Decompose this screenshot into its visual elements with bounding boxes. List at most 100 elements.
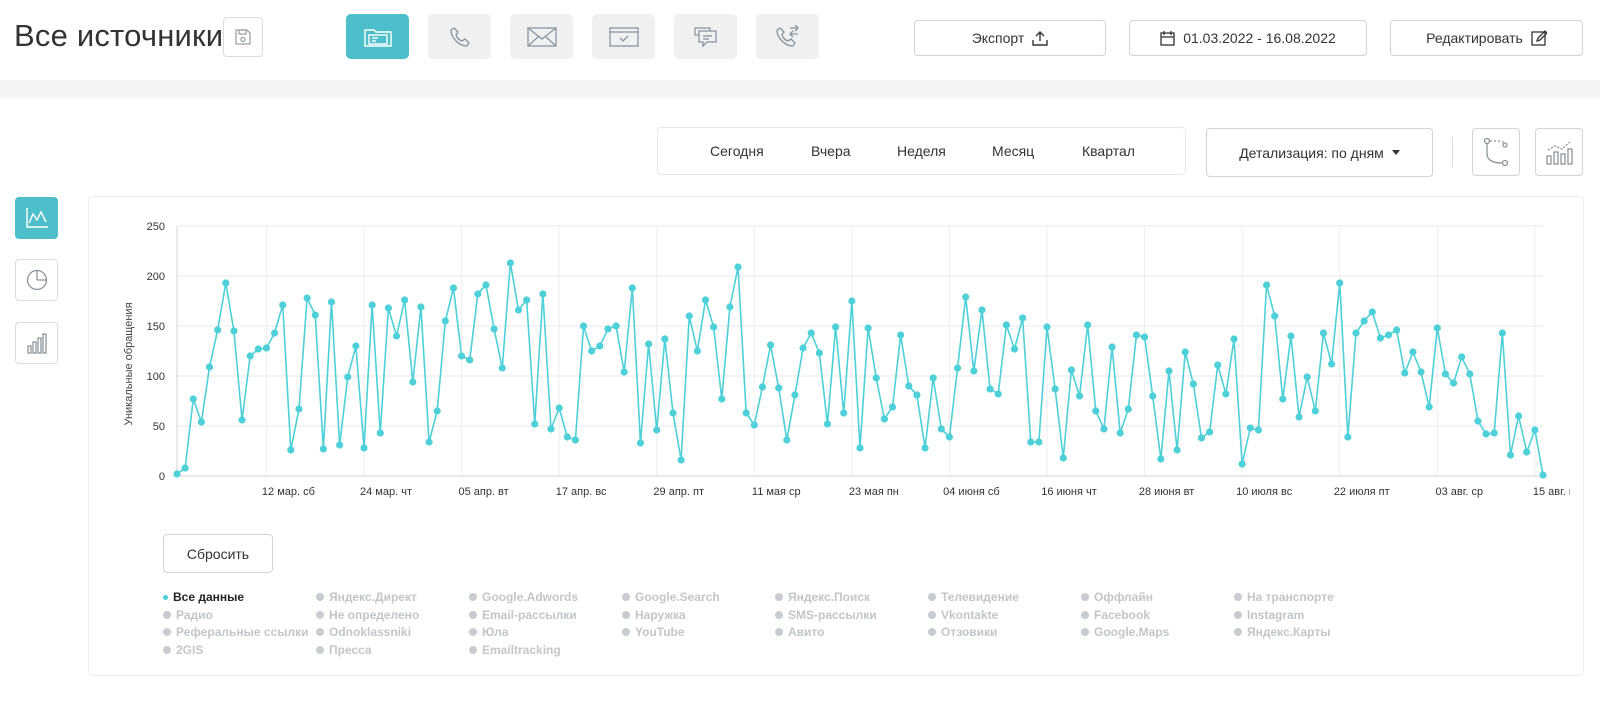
data-point[interactable] bbox=[441, 317, 449, 325]
data-point[interactable] bbox=[970, 367, 978, 375]
data-point[interactable] bbox=[685, 312, 693, 320]
data-point[interactable] bbox=[1222, 390, 1230, 398]
data-point[interactable] bbox=[596, 342, 604, 350]
legend-item[interactable]: Google.Maps bbox=[1081, 625, 1169, 639]
data-point[interactable] bbox=[1084, 321, 1092, 329]
data-point[interactable] bbox=[1449, 379, 1458, 387]
data-point[interactable] bbox=[758, 383, 767, 391]
data-point[interactable] bbox=[1149, 392, 1157, 400]
data-point[interactable] bbox=[498, 364, 506, 372]
data-point[interactable] bbox=[677, 456, 685, 464]
data-point[interactable] bbox=[945, 433, 954, 441]
source-callback-button[interactable] bbox=[756, 14, 819, 59]
data-point[interactable] bbox=[620, 368, 628, 376]
data-point[interactable] bbox=[238, 416, 246, 424]
source-calls-button[interactable] bbox=[428, 14, 491, 59]
compare-button[interactable] bbox=[1472, 128, 1520, 176]
data-point[interactable] bbox=[1531, 426, 1539, 434]
data-point[interactable] bbox=[1271, 312, 1279, 320]
legend-item[interactable]: Instagram bbox=[1234, 608, 1304, 622]
legend-item[interactable]: Все данные bbox=[163, 590, 244, 604]
data-point[interactable] bbox=[726, 303, 734, 311]
data-point[interactable] bbox=[1441, 370, 1450, 378]
data-point[interactable] bbox=[173, 470, 181, 478]
data-point[interactable] bbox=[661, 335, 669, 343]
data-point[interactable] bbox=[807, 329, 815, 337]
data-point[interactable] bbox=[254, 345, 262, 353]
data-point[interactable] bbox=[563, 433, 571, 441]
data-point[interactable] bbox=[1458, 353, 1466, 361]
legend-item[interactable]: SMS-рассылки bbox=[775, 608, 877, 622]
period-month[interactable]: Месяц bbox=[992, 143, 1035, 159]
data-point[interactable] bbox=[579, 322, 588, 330]
data-point[interactable] bbox=[555, 404, 563, 412]
data-point[interactable] bbox=[1474, 417, 1482, 425]
data-point[interactable] bbox=[457, 352, 466, 360]
data-point[interactable] bbox=[1295, 413, 1303, 421]
legend-item[interactable]: Оффлайн bbox=[1081, 590, 1153, 604]
data-point[interactable] bbox=[1051, 385, 1059, 393]
data-point[interactable] bbox=[1287, 332, 1295, 340]
data-point[interactable] bbox=[588, 347, 596, 355]
data-point[interactable] bbox=[270, 329, 279, 337]
data-point[interactable] bbox=[1124, 405, 1132, 413]
data-point[interactable] bbox=[1352, 329, 1360, 337]
data-point[interactable] bbox=[197, 418, 205, 426]
data-point[interactable] bbox=[612, 322, 620, 330]
data-point[interactable] bbox=[978, 306, 986, 314]
data-point[interactable] bbox=[1173, 446, 1181, 454]
data-point[interactable] bbox=[913, 391, 921, 399]
period-today[interactable]: Сегодня bbox=[710, 143, 764, 159]
data-point[interactable] bbox=[1327, 360, 1336, 368]
data-point[interactable] bbox=[466, 356, 474, 364]
data-point[interactable] bbox=[864, 324, 872, 332]
data-point[interactable] bbox=[953, 364, 962, 372]
data-point[interactable] bbox=[1002, 321, 1010, 329]
data-point[interactable] bbox=[474, 290, 482, 298]
data-point[interactable] bbox=[181, 464, 189, 472]
data-point[interactable] bbox=[1035, 438, 1043, 446]
data-point[interactable] bbox=[962, 293, 970, 301]
legend-item[interactable]: Радио bbox=[163, 608, 213, 622]
data-point[interactable] bbox=[710, 323, 718, 331]
data-point[interactable] bbox=[392, 332, 401, 340]
data-point[interactable] bbox=[1262, 281, 1271, 289]
data-point[interactable] bbox=[653, 426, 661, 434]
data-point[interactable] bbox=[791, 391, 799, 399]
data-point[interactable] bbox=[644, 340, 653, 348]
bar-chart-view-button[interactable] bbox=[15, 322, 58, 364]
data-point[interactable] bbox=[1254, 426, 1263, 434]
legend-item[interactable]: Реферальные ссылки bbox=[163, 625, 309, 639]
data-point[interactable] bbox=[352, 342, 360, 350]
data-point[interactable] bbox=[905, 382, 913, 390]
data-point[interactable] bbox=[1401, 369, 1409, 377]
data-point[interactable] bbox=[628, 284, 636, 292]
data-point[interactable] bbox=[994, 390, 1002, 398]
data-point[interactable] bbox=[1246, 424, 1254, 432]
data-point[interactable] bbox=[360, 444, 368, 452]
data-point[interactable] bbox=[417, 303, 425, 311]
legend-item[interactable]: Vkontakte bbox=[928, 608, 998, 622]
data-point[interactable] bbox=[1409, 348, 1417, 356]
data-point[interactable] bbox=[319, 445, 327, 453]
data-point[interactable] bbox=[246, 352, 254, 360]
data-point[interactable] bbox=[1092, 407, 1100, 415]
data-point[interactable] bbox=[783, 436, 791, 444]
data-point[interactable] bbox=[1344, 433, 1352, 441]
legend-item[interactable]: Наружка bbox=[622, 608, 686, 622]
data-point[interactable] bbox=[230, 327, 238, 335]
data-point[interactable] bbox=[897, 331, 905, 339]
period-week[interactable]: Неделя bbox=[897, 143, 946, 159]
legend-item[interactable]: Emailtracking bbox=[469, 643, 561, 657]
data-point[interactable] bbox=[303, 294, 311, 302]
data-point[interactable] bbox=[823, 420, 832, 428]
data-point[interactable] bbox=[1157, 455, 1165, 463]
source-all-button[interactable] bbox=[346, 14, 409, 59]
legend-item[interactable]: Юла bbox=[469, 625, 508, 639]
data-point[interactable] bbox=[1108, 343, 1116, 351]
data-point[interactable] bbox=[799, 344, 807, 352]
data-point[interactable] bbox=[1165, 367, 1173, 375]
data-point[interactable] bbox=[506, 259, 514, 267]
data-point[interactable] bbox=[872, 374, 880, 382]
legend-item[interactable]: YouTube bbox=[622, 625, 685, 639]
